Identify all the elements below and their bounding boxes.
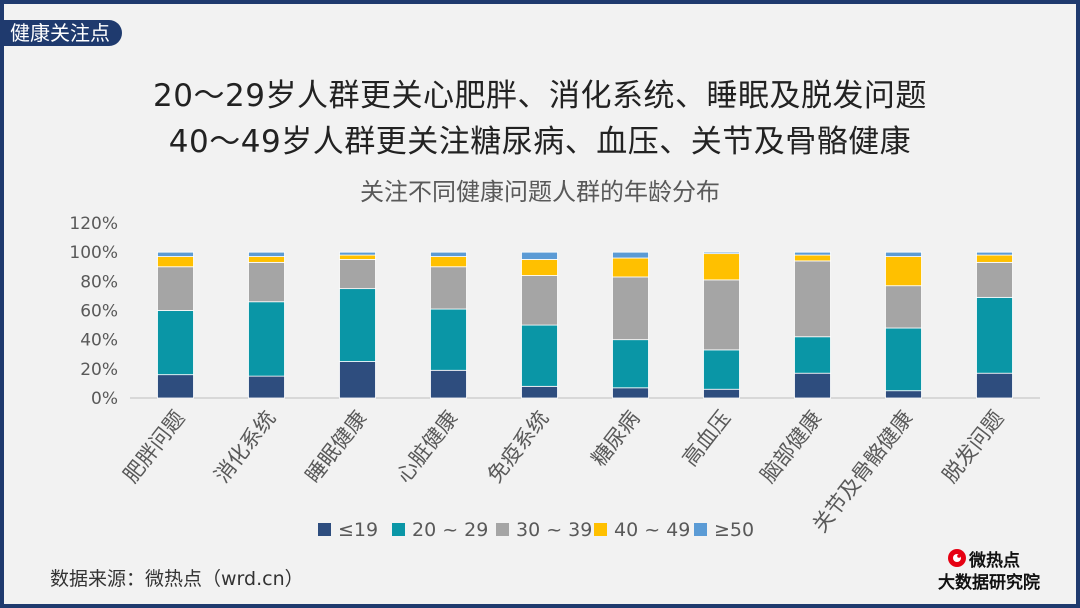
- legend-label: 40 ~ 49: [614, 519, 690, 541]
- y-tick-label: 120%: [69, 214, 118, 234]
- bar-segment: [248, 261, 285, 303]
- bar-segment: [703, 279, 740, 351]
- bar-segment: [339, 259, 376, 290]
- legend-label: ≤19: [338, 519, 378, 541]
- legend-label: 30 ~ 39: [516, 519, 592, 541]
- x-tick-label: 高血压: [678, 406, 736, 470]
- legend-swatch: [318, 523, 331, 536]
- y-tick-label: 0%: [91, 389, 118, 409]
- bar-segment: [248, 375, 285, 399]
- bar-segment: [248, 301, 285, 377]
- bar-segment: [339, 361, 376, 399]
- bar-segment: [430, 369, 467, 399]
- x-tick-label: 心脏健康: [392, 406, 463, 487]
- bar-segment: [612, 257, 649, 278]
- x-tick-label: 免疫系统: [483, 406, 554, 487]
- bar-segment: [157, 310, 194, 376]
- bar-segment: [976, 254, 1013, 263]
- x-tick-label: 脱发问题: [938, 406, 1009, 487]
- legend-swatch: [694, 523, 707, 536]
- bar-segment: [612, 387, 649, 399]
- bar-segment: [885, 327, 922, 392]
- bar-segment: [885, 285, 922, 329]
- bar-segment: [794, 372, 831, 399]
- bar-segment: [885, 390, 922, 399]
- bar-segment: [521, 275, 558, 326]
- bar-segment: [430, 256, 467, 268]
- header-tag: 健康关注点: [4, 20, 122, 46]
- x-tick-label: 脑部健康: [756, 406, 827, 487]
- y-tick-label: 100%: [69, 243, 118, 263]
- bar-segment: [521, 385, 558, 399]
- bar-segment: [612, 339, 649, 389]
- bar-segment: [521, 324, 558, 387]
- y-tick-label: 60%: [80, 302, 118, 322]
- bar-segment: [430, 266, 467, 310]
- bar-segment: [521, 259, 558, 276]
- legend-label: ≥50: [714, 519, 754, 541]
- bar-segment: [885, 256, 922, 287]
- bar-segment: [703, 349, 740, 390]
- bar-segment: [794, 251, 831, 256]
- y-tick-label: 20%: [80, 360, 118, 380]
- legend-label: 20 ~ 29: [412, 519, 488, 541]
- bar-segment: [430, 251, 467, 257]
- bar-segment: [430, 308, 467, 371]
- x-tick-label: 糖尿病: [587, 406, 645, 470]
- bar-segment: [703, 388, 740, 399]
- x-tick-label: 肥胖问题: [119, 406, 190, 487]
- chart-title: 关注不同健康问题人群的年龄分布: [360, 178, 720, 206]
- bar-segment: [976, 261, 1013, 298]
- y-tick-label: 80%: [80, 272, 118, 292]
- bar-segment: [976, 296, 1013, 374]
- bar-segment: [976, 251, 1013, 256]
- headline-line-2: 40～49岁人群更关注糖尿病、血压、关节及骨骼健康: [168, 124, 912, 160]
- bar-segment: [248, 251, 285, 257]
- y-tick-label: 40%: [80, 331, 118, 351]
- bar-segment: [976, 372, 1013, 399]
- bar-segment: [703, 253, 740, 281]
- bar-segment: [794, 254, 831, 262]
- bar-segment: [885, 251, 922, 257]
- bar-segment: [248, 256, 285, 263]
- bar-segment: [157, 374, 194, 399]
- bar-segment: [794, 260, 831, 338]
- logo-text-primary: 微热点: [968, 550, 1020, 571]
- bar-segment: [157, 266, 194, 311]
- x-tick-label: 消化系统: [210, 406, 281, 487]
- bar-segment: [339, 251, 376, 256]
- brand-logo: 微热点 大数据研究院: [938, 549, 1040, 593]
- bar-segment: [612, 276, 649, 341]
- data-source: 数据来源：微热点（wrd.cn）: [50, 568, 304, 590]
- x-tick-label: 睡眠健康: [301, 406, 372, 487]
- legend-swatch: [392, 523, 405, 536]
- bar-segment: [521, 251, 558, 260]
- x-tick-label: 关节及骨骼健康: [808, 406, 917, 537]
- bar-segment: [703, 251, 740, 255]
- legend-swatch: [594, 523, 607, 536]
- bar-segment: [794, 336, 831, 374]
- bar-segment: [157, 256, 194, 268]
- bar-segment: [339, 288, 376, 362]
- headline-line-1: 20～29岁人群更关心肥胖、消化系统、睡眠及脱发问题: [153, 78, 927, 114]
- bar-segment: [612, 251, 649, 259]
- legend-swatch: [496, 523, 509, 536]
- logo-text-secondary: 大数据研究院: [938, 572, 1040, 593]
- bar-segment: [339, 254, 376, 260]
- bar-segment: [157, 251, 194, 257]
